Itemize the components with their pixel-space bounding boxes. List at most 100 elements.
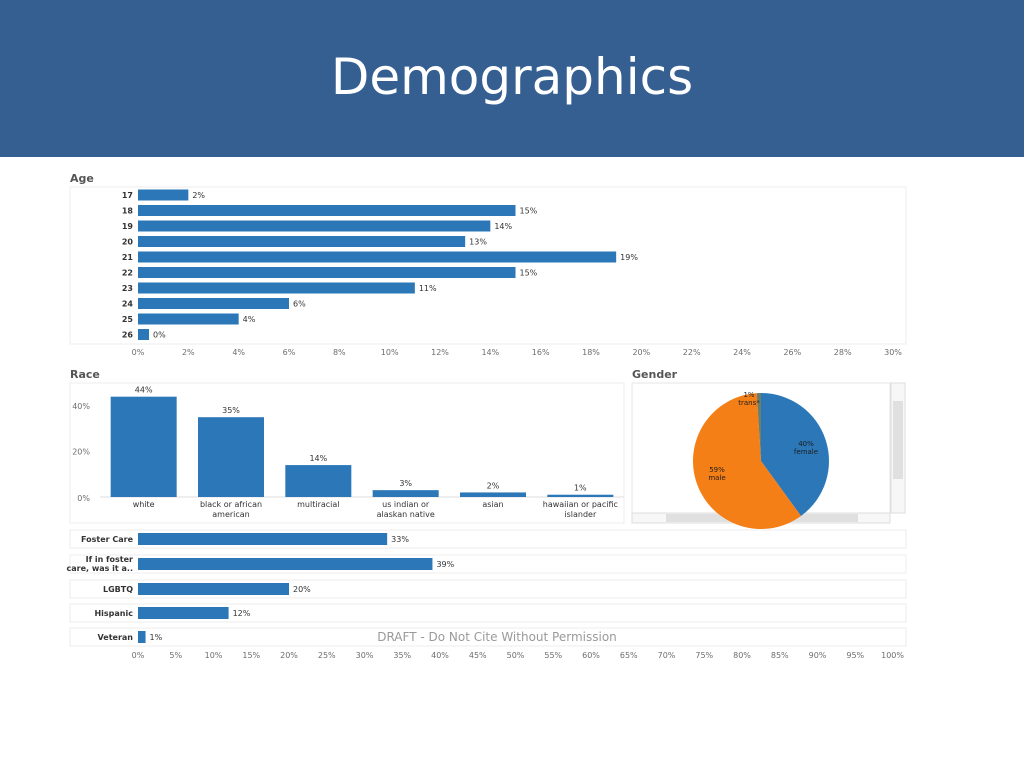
race-category-label: black or african (200, 500, 262, 509)
attribute-x-tick-label: 25% (318, 651, 336, 660)
attribute-bar (138, 631, 146, 643)
age-x-tick-label: 8% (333, 348, 346, 357)
age-category-label: 23 (122, 284, 133, 293)
attribute-x-tick-label: 20% (280, 651, 298, 660)
race-category-label: us indian or (382, 500, 430, 509)
attribute-value-label: 39% (436, 560, 454, 569)
attribute-x-tick-label: 100% (881, 651, 904, 660)
attribute-bar (138, 607, 229, 619)
age-x-tick-label: 16% (532, 348, 550, 357)
attribute-category-label: Hispanic (94, 609, 133, 618)
attribute-x-tick-label: 95% (846, 651, 864, 660)
age-category-label: 24 (122, 300, 134, 309)
age-x-tick-label: 6% (283, 348, 296, 357)
attribute-x-tick-label: 85% (771, 651, 789, 660)
draft-watermark: DRAFT - Do Not Cite Without Permission (377, 630, 617, 644)
attribute-x-tick-label: 60% (582, 651, 600, 660)
race-value-label: 2% (487, 481, 500, 490)
race-y-tick-label: 0% (77, 494, 90, 503)
attributes-chart: Foster Care 33%If in fostercare, was it a… (67, 530, 907, 660)
age-x-tick-label: 0% (132, 348, 145, 357)
race-bar (198, 417, 264, 497)
age-bar (138, 205, 516, 216)
age-x-tick-label: 4% (232, 348, 245, 357)
attribute-value-label: 33% (391, 535, 409, 544)
attribute-x-tick-label: 40% (431, 651, 449, 660)
age-value-label: 0% (153, 331, 166, 340)
attribute-value-label: 12% (233, 609, 251, 618)
age-value-label: 6% (293, 300, 306, 309)
race-chart: Race 0% 20% 40% 44% white 35% black or africa… (70, 368, 624, 523)
attribute-x-tick-label: 80% (733, 651, 751, 660)
age-x-tick-label: 10% (381, 348, 399, 357)
race-bar (547, 495, 613, 497)
age-x-tick-label: 12% (431, 348, 449, 357)
age-value-label: 15% (520, 269, 538, 278)
age-value-label: 11% (419, 284, 437, 293)
age-value-label: 4% (243, 315, 256, 324)
attribute-x-tick-label: 90% (809, 651, 827, 660)
age-category-label: 26 (122, 331, 134, 340)
attribute-x-tick-label: 0% (132, 651, 145, 660)
attribute-category-label: LGBTQ (103, 585, 133, 594)
age-x-tick-label: 20% (632, 348, 650, 357)
attribute-x-tick-label: 15% (242, 651, 260, 660)
attribute-x-tick-label: 45% (469, 651, 487, 660)
gender-chart: Gender 40%female 59%male 1%trans* (632, 368, 905, 529)
age-category-label: 22 (122, 269, 133, 278)
race-bar (285, 465, 351, 497)
age-bar (138, 190, 188, 201)
age-x-tick-label: 28% (834, 348, 852, 357)
age-x-tick-label: 26% (783, 348, 801, 357)
age-chart: Age 17 2%18 15%19 14%20 13%21 19%22 15%23 11%24… (70, 172, 906, 357)
age-value-label: 13% (469, 238, 487, 247)
race-category-label: asian (482, 500, 503, 509)
attribute-x-tick-label: 30% (356, 651, 374, 660)
age-category-label: 20 (122, 238, 134, 247)
race-value-label: 35% (222, 406, 240, 415)
race-chart-title: Race (70, 368, 100, 381)
attribute-x-tick-label: 55% (544, 651, 562, 660)
age-bar (138, 283, 415, 294)
race-category-label: multiracial (297, 500, 339, 509)
attribute-x-tick-label: 75% (695, 651, 713, 660)
attribute-bar (138, 558, 432, 570)
age-value-label: 14% (494, 222, 512, 231)
attribute-category-label: If in foster (86, 555, 133, 564)
age-bar (138, 252, 616, 263)
race-category-label: white (133, 500, 155, 509)
age-category-label: 19 (122, 222, 134, 231)
age-x-tick-label: 30% (884, 348, 902, 357)
gender-slice-value-label: 59% (709, 466, 725, 474)
age-chart-title: Age (70, 172, 94, 185)
age-bar (138, 329, 149, 340)
age-category-label: 18 (122, 207, 134, 216)
race-value-label: 14% (309, 454, 327, 463)
attribute-value-label: 20% (293, 585, 311, 594)
attribute-x-tick-label: 5% (169, 651, 182, 660)
race-bar (460, 492, 526, 497)
race-category-label: alaskan native (377, 510, 435, 519)
gender-chart-title: Gender (632, 368, 678, 381)
race-value-label: 3% (399, 479, 412, 488)
gender-slice-category-label: trans* (738, 399, 760, 407)
age-x-tick-label: 22% (683, 348, 701, 357)
age-x-tick-label: 2% (182, 348, 195, 357)
age-category-label: 25 (122, 315, 134, 324)
age-value-label: 15% (520, 207, 538, 216)
attribute-x-tick-label: 10% (205, 651, 223, 660)
gender-slice-value-label: 1% (743, 391, 754, 399)
age-category-label: 21 (122, 253, 134, 262)
attribute-x-tick-label: 70% (658, 651, 676, 660)
gender-vertical-scrollbar-thumb[interactable] (893, 401, 903, 479)
race-bar (111, 397, 177, 497)
age-value-label: 19% (620, 253, 638, 262)
attribute-category-label: Veteran (98, 633, 134, 642)
race-category-label: american (212, 510, 250, 519)
age-bar (138, 298, 289, 309)
gender-slice-category-label: male (708, 474, 725, 482)
gender-slice-value-label: 40% (798, 440, 814, 448)
race-y-tick-label: 20% (72, 447, 90, 456)
attribute-category-label: Foster Care (81, 535, 134, 544)
